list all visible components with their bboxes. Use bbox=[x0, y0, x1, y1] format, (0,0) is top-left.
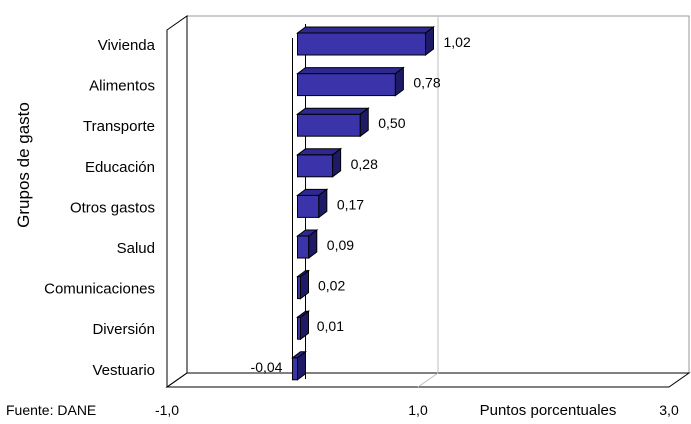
bar-side bbox=[425, 26, 435, 56]
data-label: 0,28 bbox=[351, 156, 378, 172]
chart-walls bbox=[165, 15, 691, 388]
x-tick-label: 1,0 bbox=[408, 402, 428, 418]
data-label: 0,78 bbox=[413, 75, 440, 91]
x-axis-title: Puntos porcentuales bbox=[480, 402, 617, 419]
data-labels: 1,02 0,78 0,50 0,28 0,17 0,09 0,02 0,01 -0,04 bbox=[251, 34, 471, 375]
bar-face bbox=[297, 154, 334, 178]
category-label: Diversión bbox=[92, 321, 155, 338]
category-label: Alimentos bbox=[89, 78, 155, 95]
bar-top bbox=[296, 67, 405, 75]
data-label: 1,02 bbox=[444, 34, 471, 50]
bar-face bbox=[291, 357, 299, 381]
bar-face bbox=[297, 194, 320, 218]
data-label: 0,17 bbox=[337, 196, 364, 212]
category-label: Educación bbox=[85, 159, 155, 176]
bars bbox=[290, 26, 436, 381]
bar-comunicaciones bbox=[296, 269, 310, 300]
category-labels: Vivienda Alimentos Transporte Educación Otro… bbox=[44, 37, 156, 379]
bar-vestuario bbox=[290, 350, 307, 381]
category-label: Otros gastos bbox=[70, 199, 155, 216]
bar-side bbox=[394, 66, 404, 97]
bar-alimentos bbox=[296, 66, 405, 97]
bar-face bbox=[297, 32, 427, 56]
bar-side bbox=[308, 229, 318, 259]
data-label: 0,01 bbox=[317, 318, 344, 334]
data-label: 0,02 bbox=[318, 278, 345, 294]
x-tick-labels: -1,0 1,0 3,0 bbox=[155, 402, 679, 418]
category-label: Vivienda bbox=[98, 37, 156, 54]
x-tick-label: -1,0 bbox=[155, 402, 179, 418]
bar-face bbox=[297, 73, 396, 97]
bar-diversion bbox=[296, 310, 310, 341]
bar-face bbox=[297, 235, 310, 259]
category-label: Salud bbox=[117, 240, 155, 257]
bar-side bbox=[318, 188, 328, 219]
bar-side bbox=[359, 107, 369, 138]
bar-top bbox=[296, 107, 370, 115]
data-label: 0,09 bbox=[327, 237, 354, 253]
bar-otros-gastos bbox=[296, 188, 329, 219]
gridline-floor bbox=[417, 372, 439, 388]
bar-side bbox=[300, 269, 309, 300]
y-axis-title: Grupos de gasto bbox=[14, 102, 33, 228]
bar-side bbox=[300, 310, 309, 341]
category-label: Vestuario bbox=[92, 362, 155, 379]
category-label: Transporte bbox=[83, 118, 155, 135]
bar-educacion bbox=[296, 147, 343, 178]
bar-vivienda bbox=[296, 26, 436, 56]
source-note: Fuente: DANE bbox=[6, 402, 97, 418]
side-wall bbox=[166, 15, 188, 388]
data-label: 0,50 bbox=[378, 115, 405, 131]
category-label: Comunicaciones bbox=[44, 281, 155, 298]
bar-salud bbox=[296, 229, 319, 259]
bar-side bbox=[297, 350, 306, 381]
bar-side bbox=[332, 147, 342, 178]
data-label: -0,04 bbox=[251, 359, 283, 375]
bar-top bbox=[296, 26, 436, 34]
bar-face bbox=[297, 113, 361, 137]
bar-transporte bbox=[296, 107, 370, 138]
x-tick-label: 3,0 bbox=[659, 402, 679, 418]
